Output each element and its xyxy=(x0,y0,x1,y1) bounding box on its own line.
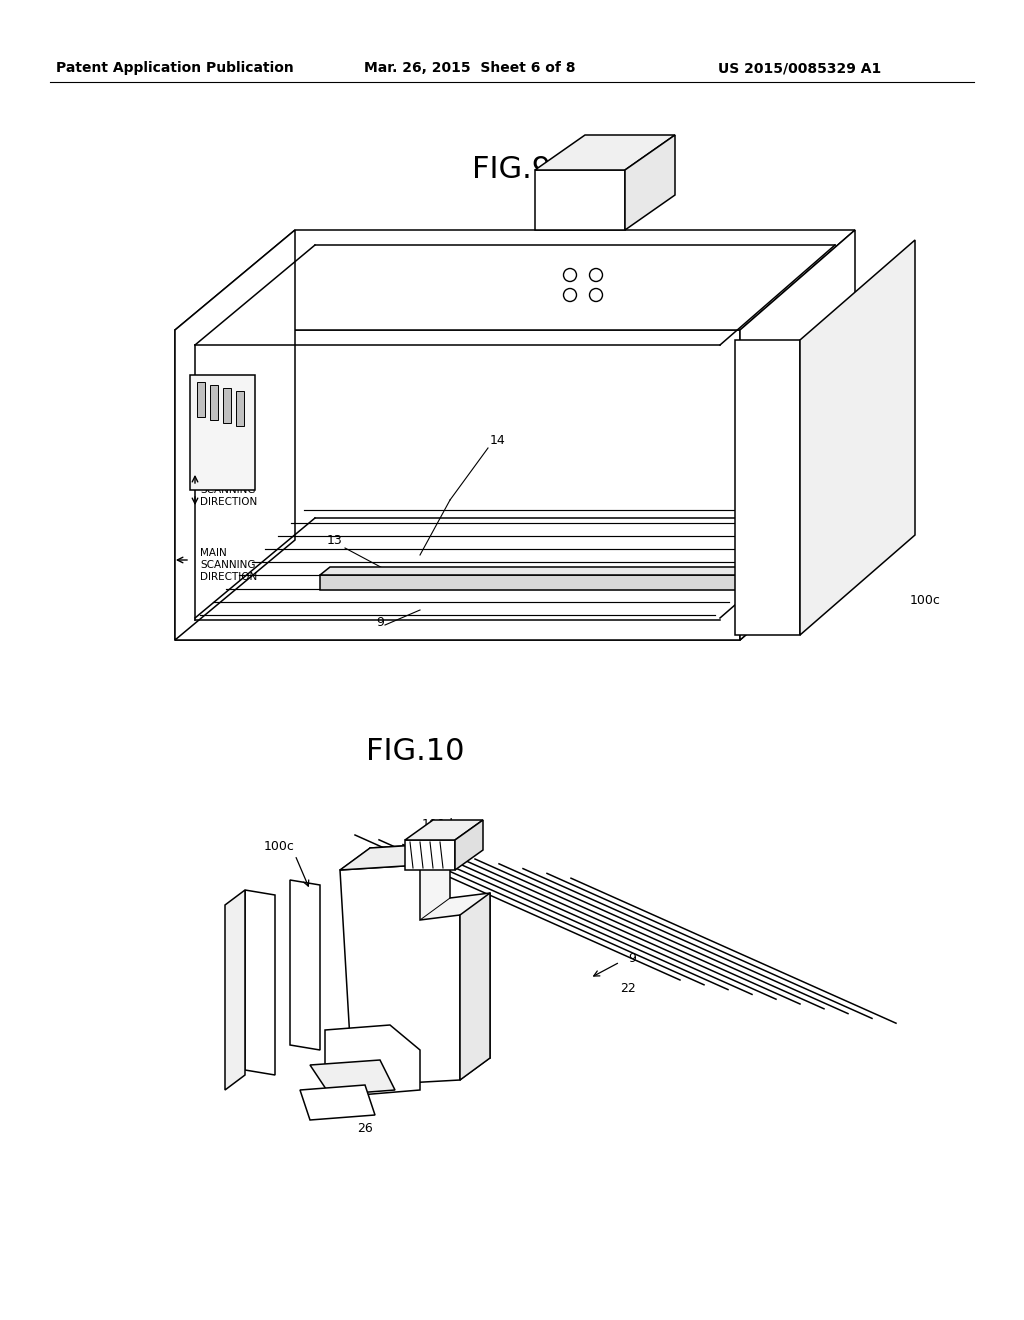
Polygon shape xyxy=(310,1060,395,1096)
Text: 100d: 100d xyxy=(422,818,454,832)
Text: 100c: 100c xyxy=(264,841,295,854)
Text: US 2015/0085329 A1: US 2015/0085329 A1 xyxy=(719,61,882,75)
Polygon shape xyxy=(223,388,231,422)
Polygon shape xyxy=(245,890,275,1074)
Text: SUB-
SCANNING
DIRECTION: SUB- SCANNING DIRECTION xyxy=(200,473,257,507)
Text: 22: 22 xyxy=(620,982,636,994)
Text: 13: 13 xyxy=(327,533,343,546)
Polygon shape xyxy=(340,865,460,1085)
Text: Mar. 26, 2015  Sheet 6 of 8: Mar. 26, 2015 Sheet 6 of 8 xyxy=(365,61,575,75)
Text: 100c: 100c xyxy=(910,594,941,606)
Polygon shape xyxy=(175,230,295,640)
Polygon shape xyxy=(300,1085,375,1119)
Polygon shape xyxy=(190,375,255,490)
Polygon shape xyxy=(406,840,455,870)
Polygon shape xyxy=(325,1026,420,1096)
Text: Patent Application Publication: Patent Application Publication xyxy=(56,61,294,75)
Polygon shape xyxy=(535,170,625,230)
Polygon shape xyxy=(175,330,740,640)
Text: 21: 21 xyxy=(309,1104,325,1117)
Polygon shape xyxy=(406,820,483,840)
Polygon shape xyxy=(197,381,205,417)
Polygon shape xyxy=(210,385,218,420)
Polygon shape xyxy=(625,135,675,230)
Polygon shape xyxy=(225,890,245,1090)
Polygon shape xyxy=(175,230,855,330)
Polygon shape xyxy=(175,540,855,640)
Polygon shape xyxy=(370,843,490,1063)
Text: 26: 26 xyxy=(357,1122,373,1134)
Text: 9: 9 xyxy=(376,616,384,630)
Text: MAIN
SCANNING
DIRECTION: MAIN SCANNING DIRECTION xyxy=(200,548,257,582)
Polygon shape xyxy=(735,341,800,635)
Polygon shape xyxy=(460,894,490,1080)
Text: FIG.9: FIG.9 xyxy=(472,156,552,185)
Polygon shape xyxy=(290,880,319,1049)
Polygon shape xyxy=(455,820,483,870)
Polygon shape xyxy=(319,576,770,590)
Text: 14: 14 xyxy=(490,433,506,446)
Polygon shape xyxy=(800,240,915,635)
Polygon shape xyxy=(319,568,780,576)
Text: 9: 9 xyxy=(628,952,636,965)
Text: FIG.10: FIG.10 xyxy=(366,738,464,767)
Polygon shape xyxy=(535,135,675,170)
Polygon shape xyxy=(740,230,855,640)
Polygon shape xyxy=(236,391,244,426)
Polygon shape xyxy=(340,843,450,870)
Polygon shape xyxy=(770,570,800,595)
